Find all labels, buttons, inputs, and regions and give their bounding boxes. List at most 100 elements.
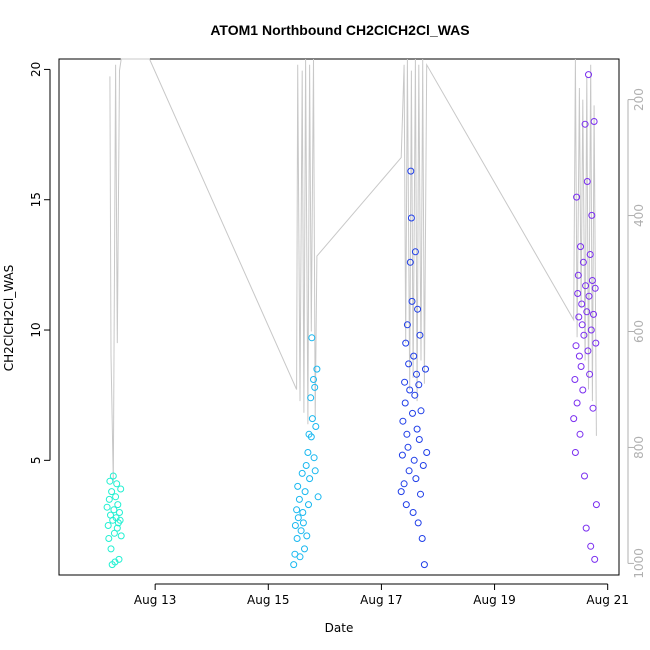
data-point [580,331,588,339]
data-point [401,378,409,386]
data-point [411,391,419,399]
data-point [420,561,428,569]
data-point [581,472,588,480]
data-point [419,462,427,469]
data-point [410,456,418,464]
data-point [305,501,312,509]
data-point [417,407,425,415]
data-point [296,553,304,561]
secondary-y-tick-label: 200 [632,88,646,111]
data-point [407,167,415,175]
data-point [586,251,594,258]
chart-title: ATOM1 Northbound CH2ClCH2Cl_WAS [210,22,469,38]
data-point [412,475,420,483]
data-point [585,71,592,79]
data-point [293,535,301,542]
data-point [574,290,582,297]
data-point [576,430,584,438]
data-point [299,519,307,527]
data-point [404,443,412,451]
data-point [407,214,415,222]
data-point [417,490,424,498]
data-point [414,519,422,527]
data-point [117,485,125,493]
secondary-y-tick-label: 600 [632,320,646,343]
x-tick-label: Aug 15 [247,593,290,607]
data-point [409,509,417,516]
secondary-series-layer [109,58,597,483]
points-layer [103,71,600,569]
secondary-y-tick-label: 400 [632,204,646,227]
data-point [413,370,420,378]
data-point [582,282,590,290]
data-point [402,501,410,509]
data-point [116,509,123,516]
data-point [293,506,301,514]
data-point [592,501,600,509]
data-point [591,555,599,563]
x-tick-label: Aug 21 [586,593,629,607]
data-point [116,516,124,524]
data-point [310,454,318,462]
data-point [112,493,120,501]
x-axis-label: Date [325,621,354,635]
data-point [290,561,298,569]
data-point [581,120,589,128]
x-axis: Aug 13 Aug 15 Aug 17 Aug 19 Aug 21 [134,583,629,607]
data-point [415,381,423,389]
data-point [413,425,421,433]
data-point [104,522,112,529]
data-point [107,545,115,553]
data-point [409,409,416,417]
data-point [314,493,322,501]
data-point [574,271,582,279]
data-point [573,193,581,201]
data-point [291,522,299,529]
data-point [402,339,410,347]
data-point [422,365,429,373]
data-point [575,313,583,321]
data-point [110,506,118,514]
data-point [577,243,584,251]
data-point [587,542,595,550]
y-tick-label: 10 [29,322,43,337]
data-point [591,284,599,292]
data-point [105,495,113,503]
data-point [590,310,597,318]
data-point [588,211,596,219]
x-tick-label: Aug 13 [134,593,177,607]
data-point [115,555,123,563]
data-point [308,415,316,423]
data-point [299,509,307,516]
data-point [311,383,319,391]
data-point [406,386,414,394]
data-point [579,386,587,394]
data-point [405,360,413,368]
data-point [571,376,579,383]
data-point [416,331,424,339]
y-tick-label: 15 [29,192,43,207]
data-point [108,488,116,496]
data-point [297,527,305,535]
data-point [570,415,578,423]
data-point [585,292,593,300]
data-point [405,467,413,475]
data-point [399,417,407,425]
data-point [110,529,118,537]
data-point [587,326,595,334]
data-point [411,248,419,256]
data-point [303,532,311,540]
data-point [590,118,598,125]
data-point [403,430,411,438]
y-axis-label: CH2ClCH2Cl_WAS [2,265,16,372]
data-point [114,501,122,509]
data-point [586,370,594,378]
data-point [577,363,585,370]
data-point [301,488,309,496]
data-point [579,258,587,266]
data-point [397,488,405,496]
data-point [415,436,423,443]
x-tick-label: Aug 17 [360,593,403,607]
x-tick-label: Aug 19 [473,593,516,607]
